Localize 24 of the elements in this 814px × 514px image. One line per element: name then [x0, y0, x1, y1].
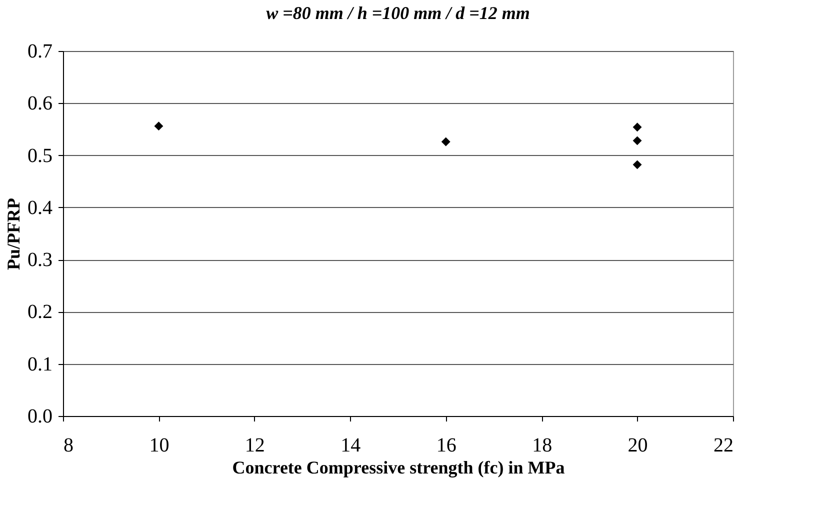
x-axis-title: Concrete Compressive strength (fc) in MPa [232, 458, 565, 478]
y-tick-label: 0.5 [28, 144, 52, 167]
y-tick-label: 0.0 [28, 406, 52, 428]
x-tick-label: 12 [244, 434, 265, 456]
x-tick-label: 10 [149, 434, 170, 456]
point [441, 137, 450, 146]
x-tick-label: 18 [532, 434, 552, 456]
y-axis-title: Pu/PFRP [4, 198, 24, 270]
y-tick-label: 0.2 [28, 301, 52, 324]
y-tick-label: 0.7 [28, 40, 52, 62]
x-tick-label: 22 [714, 434, 734, 456]
point [632, 136, 642, 146]
y-tick-label: 0.1 [28, 353, 52, 376]
x-tick-label: 14 [340, 434, 361, 456]
point [154, 122, 164, 131]
y-tick-label: 0.3 [28, 249, 52, 272]
point [632, 160, 642, 170]
chart-title: w =80 mm / h =100 mm / d =12 mm [266, 3, 530, 23]
y-tick-label: 0.6 [28, 92, 52, 115]
x-tick-label: 20 [628, 434, 648, 456]
y-tick-label: 0.4 [28, 196, 52, 219]
x-tick-label: 16 [436, 434, 456, 456]
x-tick-label: 8 [64, 434, 74, 456]
point [632, 122, 642, 132]
